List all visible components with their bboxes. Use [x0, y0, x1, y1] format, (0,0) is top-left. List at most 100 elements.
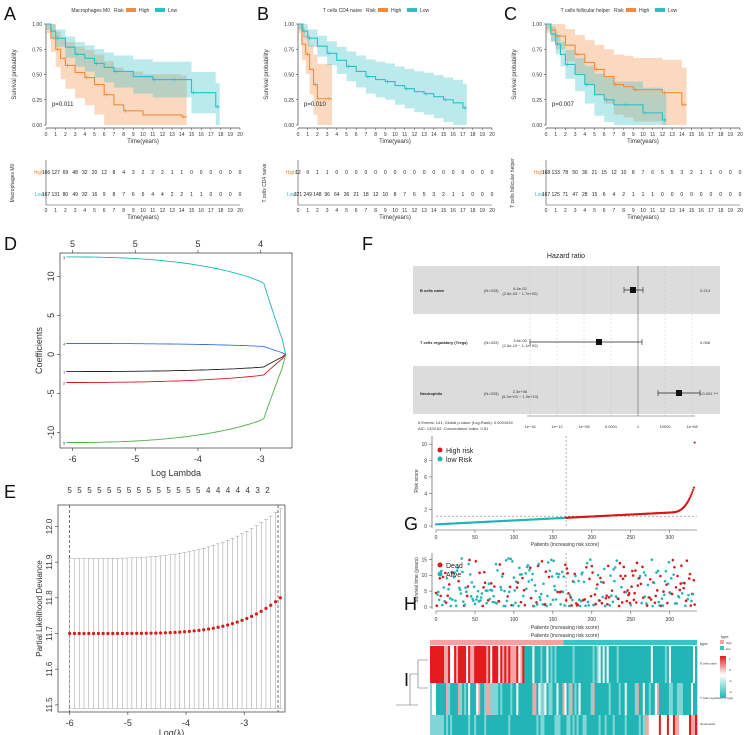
- status-ytick-label: 5: [424, 589, 427, 595]
- km-ci-band-high: [46, 24, 187, 125]
- status-xtick-label: 150: [549, 617, 558, 623]
- cv-toptick-label: 5: [186, 486, 191, 495]
- risk-xtick-label: 250: [627, 535, 636, 541]
- heatmap-cell: [678, 646, 682, 683]
- heatmap-cell: [564, 683, 567, 715]
- cv-toptick-label: 5: [87, 486, 92, 495]
- heatmap-cell: [500, 646, 503, 683]
- status-alive-point: [491, 600, 495, 604]
- heatmap-cell: [566, 646, 569, 683]
- status-alive-point: [571, 598, 574, 602]
- status-ytick-label: 15: [421, 557, 427, 563]
- status-alive-point: [511, 560, 514, 563]
- status-alive-point: [525, 587, 528, 591]
- heatmap-cell: [670, 683, 674, 715]
- status-dead-point: [632, 598, 636, 602]
- heatmap-cell: [536, 683, 539, 715]
- km-legend-title: Risk: [366, 8, 376, 14]
- status-alive-point: [475, 595, 479, 598]
- forest-title: Hazard ratio: [547, 253, 585, 260]
- km-xtick-label: 1: [54, 132, 57, 138]
- status-dead-point: [634, 569, 637, 572]
- km-ytick-label: 1.00: [284, 22, 294, 28]
- heatmap-cell: [432, 683, 435, 715]
- cv-xtick-label: -5: [124, 718, 132, 728]
- risk-count: 1: [452, 192, 455, 198]
- heatmap-cell: [502, 715, 505, 735]
- heatmap-cell: [444, 683, 447, 715]
- heatmap-cell: [470, 683, 473, 715]
- risk-legend-low: low Risk: [446, 457, 473, 464]
- heatmap-cell: [524, 715, 527, 735]
- heatmap-cell: [650, 683, 654, 715]
- km-xtick-label: 20: [489, 132, 495, 138]
- risk-count: 15: [592, 192, 598, 198]
- risk-count: 1: [326, 170, 329, 176]
- risk-xtick-label: 5: [593, 208, 596, 214]
- risk-xtick-label: 1: [554, 208, 557, 214]
- status-dead-point: [465, 594, 469, 598]
- heatmap-cell: [672, 715, 676, 735]
- heatmap-cell: [654, 646, 658, 683]
- heatmap-cell: [440, 683, 443, 715]
- heatmap-cell: [504, 683, 507, 715]
- heatmap-cell: [642, 715, 646, 735]
- heatmap-cell: [464, 683, 467, 715]
- heatmap-cell: [518, 683, 521, 715]
- heatmap-cell: [638, 715, 642, 735]
- heatmap-cell: [456, 715, 459, 735]
- status-dead-point: [544, 570, 548, 573]
- status-alive-point: [680, 591, 684, 595]
- forest-xtick-label: 1e−16: [524, 424, 536, 429]
- risk-xtick-label: 7: [613, 208, 616, 214]
- status-alive-point: [603, 604, 607, 608]
- risk-xtick-label: 1: [54, 208, 57, 214]
- heatmap-cell: [654, 715, 658, 735]
- heatmap-cell: [558, 715, 561, 735]
- cv-point: [250, 614, 254, 618]
- heatmap-cell: [576, 683, 579, 715]
- risk-row-label-low: Low: [535, 192, 545, 198]
- status-alive-point: [545, 604, 548, 608]
- heatmap-cell: [542, 715, 545, 735]
- heatmap-cell: [640, 683, 644, 715]
- risk-count: 1: [710, 170, 713, 176]
- status-alive-point: [460, 557, 464, 560]
- heatmap-cell: [594, 715, 597, 735]
- status-dead-point: [540, 560, 544, 563]
- lasso-ytick-label: 5: [46, 313, 56, 318]
- heatmap-cell: [582, 646, 585, 683]
- risk-xlabel: Patients (increasing risk score): [531, 542, 600, 548]
- cv-point: [72, 631, 77, 636]
- heatmap-cell: [476, 646, 479, 683]
- lasso-path-label: 3: [63, 255, 66, 260]
- status-dead-point: [602, 581, 605, 584]
- status-dead-point: [619, 574, 622, 578]
- cv-toptick-label: 5: [156, 486, 161, 495]
- heatmap-cell: [474, 715, 477, 735]
- risk-xtick-label: 7: [113, 208, 116, 214]
- status-legend-dead-dot: [437, 562, 443, 568]
- heatmap-cell: [682, 715, 686, 735]
- heatmap-cell: [446, 715, 449, 735]
- heatmap-cell: [626, 683, 630, 715]
- risk-count: 1: [632, 192, 635, 198]
- heatmap-cell: [514, 683, 517, 715]
- heatmap-cell: [664, 683, 668, 715]
- lasso-ylabel: Coefficients: [34, 327, 44, 374]
- heatmap-cell: [490, 683, 493, 715]
- km-xtick-label: 10: [140, 132, 146, 138]
- status-alive-point: [459, 592, 463, 595]
- cv-frame: [57, 504, 286, 713]
- status-dead-point: [564, 599, 568, 602]
- status-dead-point: [605, 594, 608, 597]
- km-legend-high: High: [391, 8, 402, 14]
- risk-count: 0: [219, 170, 222, 176]
- heatmap-cell: [550, 683, 553, 715]
- km-ytick-label: 0.50: [32, 73, 42, 79]
- lasso-toptick-label: 4: [258, 239, 263, 249]
- heatmap-cell: [488, 715, 491, 735]
- heatmap-cell: [590, 683, 593, 715]
- risk-xtick-label: 100: [510, 535, 519, 541]
- risk-count: 0: [229, 170, 232, 176]
